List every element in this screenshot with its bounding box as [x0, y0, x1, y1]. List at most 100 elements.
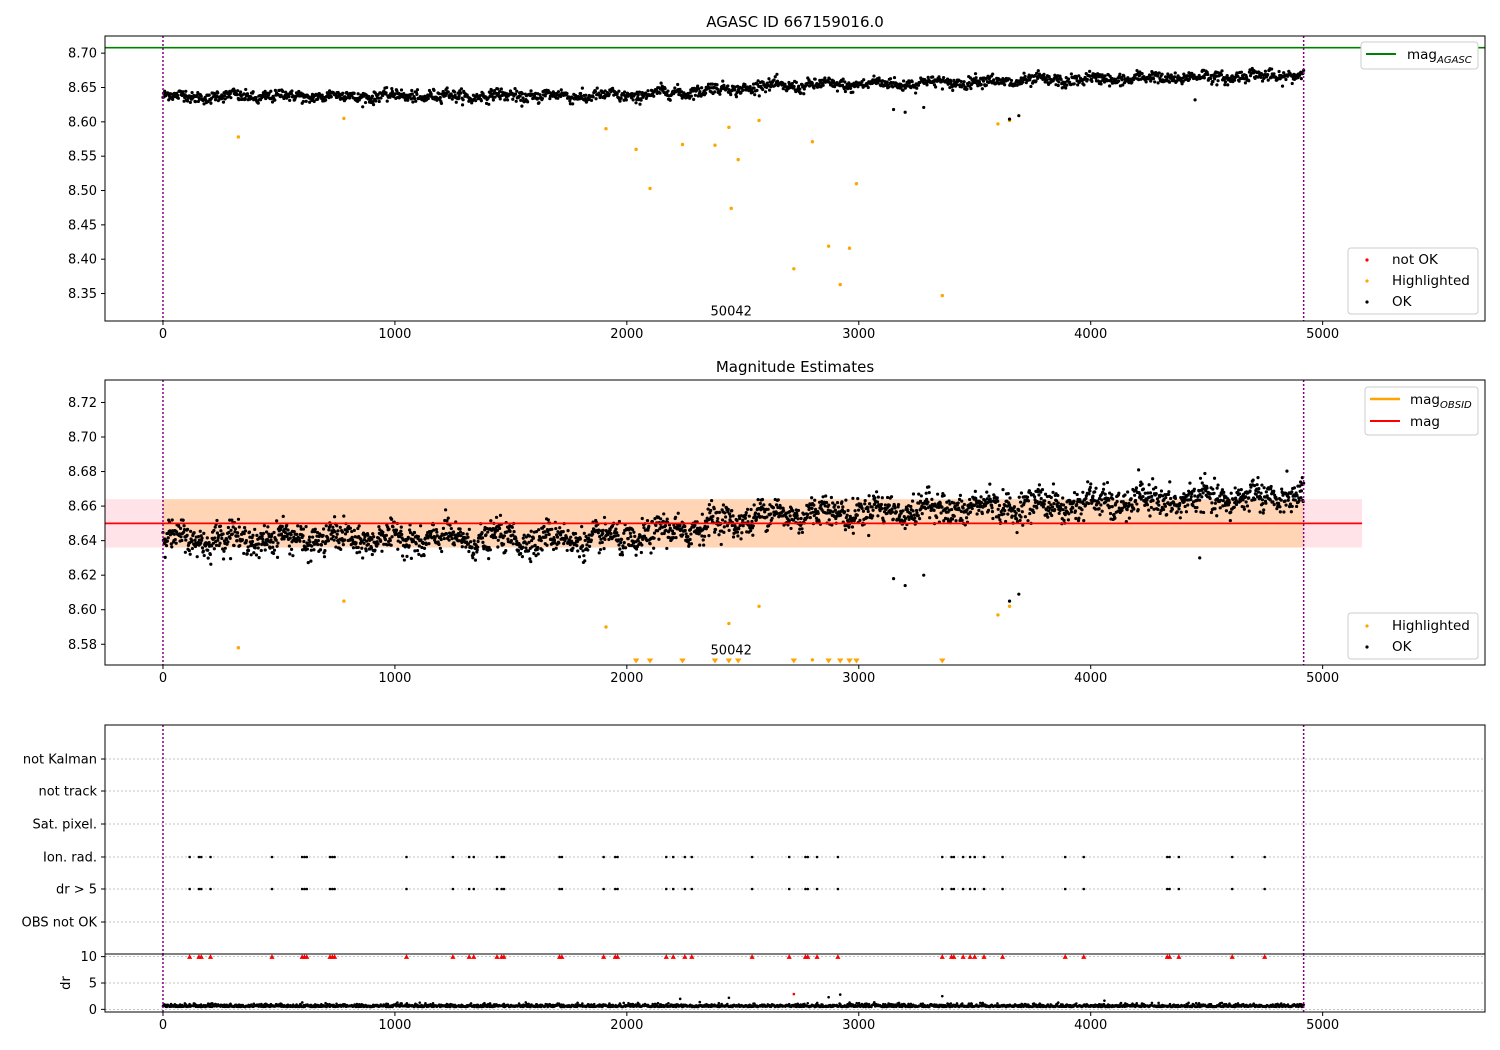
ok-point [751, 533, 755, 537]
ok-point [969, 86, 973, 91]
ok-point [422, 546, 427, 551]
ok-point [1190, 71, 1194, 75]
ok-point [207, 541, 211, 545]
y-tick-label: 8.60 [68, 603, 97, 618]
ok-point [1248, 489, 1252, 493]
ok-point [591, 532, 595, 536]
ok-point [959, 79, 963, 84]
ok-point [962, 502, 966, 507]
ok-point [603, 537, 607, 541]
ok-point [1244, 495, 1248, 499]
ok-point [240, 538, 245, 542]
ok-point [308, 100, 312, 104]
ok-point [737, 527, 741, 531]
ok-point [336, 529, 340, 533]
legend-mag-agasc: magAGASC [1360, 41, 1479, 70]
ok-point [514, 536, 518, 541]
ok-point [414, 99, 418, 103]
ok-point [233, 530, 237, 534]
ok-point [1149, 505, 1153, 510]
offscale-marker [711, 658, 719, 664]
ok-point [725, 524, 729, 528]
ok-point [681, 533, 685, 537]
ok-point [271, 551, 276, 556]
ok-point [1015, 530, 1019, 535]
ok-point [571, 546, 575, 550]
ok-point [812, 503, 816, 507]
ok-point [750, 90, 755, 94]
ok-point [332, 538, 336, 542]
ok-point [476, 545, 480, 549]
ok-point [1198, 556, 1202, 560]
ok-point [302, 539, 306, 544]
ok-point [792, 518, 796, 522]
ok-point [765, 528, 769, 532]
ok-point [802, 512, 806, 516]
ok-point [911, 509, 915, 513]
ok-point [1218, 506, 1222, 510]
flag-event [690, 855, 694, 859]
ok-point [980, 511, 984, 516]
ok-point [1173, 496, 1178, 500]
ok-point [619, 540, 623, 545]
ok-point [1206, 72, 1210, 77]
ok-point [281, 89, 285, 94]
ok-point [1129, 509, 1134, 513]
ok-point [384, 533, 388, 537]
highlighted-point [810, 140, 815, 144]
ok-point [482, 547, 486, 551]
ok-point [970, 506, 974, 511]
ok-point [1061, 508, 1065, 512]
ok-point [377, 99, 381, 104]
ok-point [741, 524, 745, 528]
ok-point [333, 530, 337, 534]
ok-point [1141, 487, 1146, 491]
ok-point [363, 100, 368, 105]
ok-point [556, 90, 561, 94]
ok-point [995, 496, 999, 500]
ok-point [287, 544, 291, 548]
ok-point [683, 528, 687, 533]
ok-point [282, 537, 286, 541]
reference-lines [105, 36, 1485, 321]
flag-event [1177, 887, 1181, 891]
ok-point [1208, 492, 1213, 496]
ok-point [990, 506, 994, 510]
ok-point [955, 82, 959, 87]
ok-point [554, 546, 558, 550]
ok-point [704, 91, 708, 95]
ok-point [580, 525, 584, 529]
ok-point [534, 530, 539, 534]
ok-point [554, 526, 558, 531]
ok-point [857, 508, 861, 512]
ok-point [1270, 67, 1274, 71]
ok-point [1045, 512, 1049, 516]
ok-point [193, 538, 197, 542]
ok-point [1256, 476, 1260, 480]
ok-point [467, 549, 471, 554]
ok-point [343, 538, 347, 542]
ok-point [740, 531, 744, 535]
ok-point [1001, 506, 1006, 510]
ok-point [453, 93, 457, 97]
ok-point [617, 89, 621, 93]
x-tick-label: 0 [159, 671, 167, 686]
ok-point [1155, 497, 1160, 501]
ok-point [206, 100, 210, 104]
ok-point [813, 498, 817, 502]
highlighted-point [236, 646, 241, 650]
ok-point [668, 526, 672, 530]
ok-point [520, 104, 524, 108]
ok-point [792, 84, 796, 89]
obsid-annotation: 50042 [711, 643, 752, 658]
ok-point [1157, 503, 1161, 507]
ok-point [223, 94, 227, 98]
ok-point [1224, 509, 1228, 513]
ok-point [281, 514, 285, 518]
ok-point [228, 518, 232, 522]
y-tick-label: 8.66 [68, 500, 97, 515]
ok-point [1266, 73, 1270, 77]
ok-point [663, 524, 668, 528]
ok-point [399, 529, 403, 533]
ok-point [1089, 482, 1093, 486]
